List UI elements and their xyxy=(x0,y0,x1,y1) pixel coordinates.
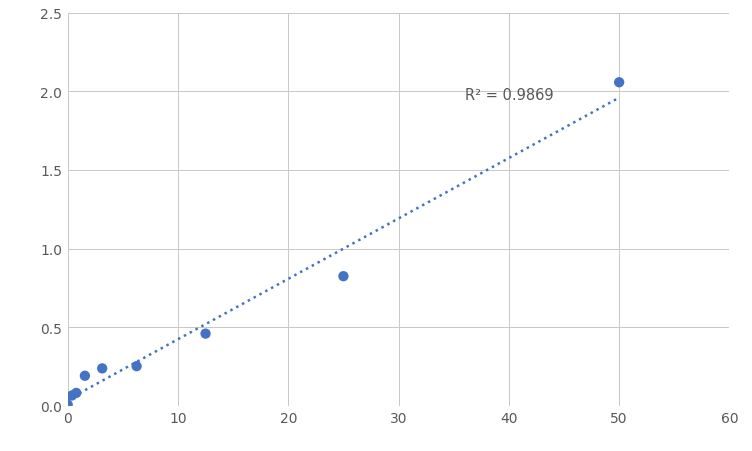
Text: R² = 0.9869: R² = 0.9869 xyxy=(465,88,553,103)
Point xyxy=(66,392,78,399)
Point xyxy=(70,389,82,396)
Point xyxy=(613,79,625,87)
Point xyxy=(199,330,211,337)
Point xyxy=(79,373,91,380)
Point xyxy=(338,273,350,280)
Point xyxy=(131,363,143,370)
Point xyxy=(62,401,74,408)
Point xyxy=(96,365,108,372)
